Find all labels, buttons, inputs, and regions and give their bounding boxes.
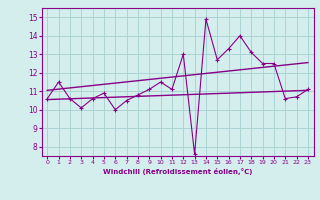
X-axis label: Windchill (Refroidissement éolien,°C): Windchill (Refroidissement éolien,°C): [103, 168, 252, 175]
